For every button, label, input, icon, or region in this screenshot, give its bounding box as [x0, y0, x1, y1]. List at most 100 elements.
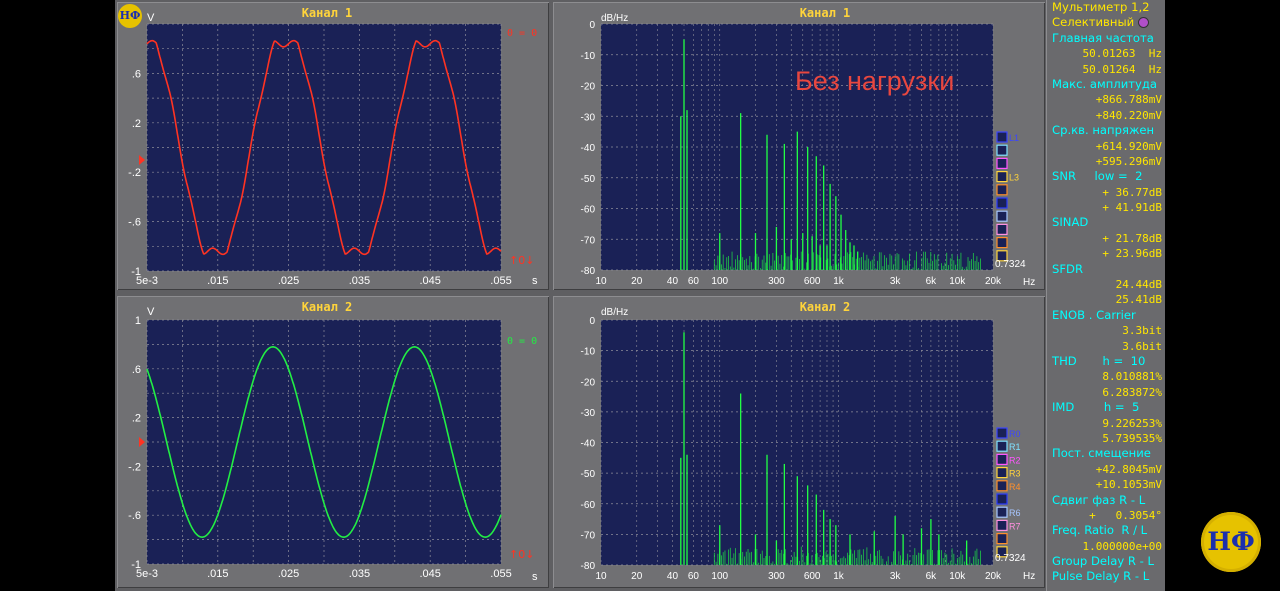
mode-selector[interactable]: Селективный — [1046, 15, 1165, 30]
x-ticks: 10 20 40 60 100 300 600 1k 3k 6k 10k 20k — [595, 276, 1002, 287]
legend-checkbox[interactable] — [996, 493, 1008, 505]
y-tick-label: 0 — [589, 20, 595, 31]
measurement-value: +42.8045mV — [1095, 462, 1162, 476]
legend-checkbox[interactable] — [996, 506, 1008, 518]
measurement-value: + 36.77dB — [1102, 185, 1162, 199]
measurement-label: Пост. смещение — [1052, 446, 1151, 461]
multimeter-panel: Мультиметр 1,2 Селективный Главная часто… — [1046, 0, 1165, 591]
y-tick-label: -50 — [581, 469, 596, 480]
x-tick-label: 60 — [688, 571, 700, 582]
x-tick-label: .015 — [207, 275, 228, 287]
y-tick-label: -1 — [131, 266, 141, 278]
x-tick-label: 20 — [631, 571, 643, 582]
measurement-label: Freq. Ratio R / L — [1052, 523, 1148, 538]
legend-checkbox[interactable] — [996, 480, 1008, 492]
measurement-label: Макс. амплитуда — [1052, 76, 1157, 91]
x-ticks: 5e-3 .015 .025 .035 .045 .055 — [136, 568, 512, 580]
x-tick-label: .045 — [419, 275, 440, 287]
x-tick-label: 100 — [711, 571, 728, 582]
x-tick-label: 100 — [711, 276, 728, 287]
legend-checkbox[interactable] — [996, 440, 1008, 452]
legend-checkbox[interactable] — [996, 453, 1008, 465]
x-tick-label: 60 — [688, 276, 700, 287]
grid — [600, 23, 994, 271]
y-tick-label: -40 — [581, 439, 596, 450]
y-tick-label: -40 — [581, 143, 596, 154]
measurement-value: +840.220mV — [1095, 108, 1162, 122]
y-tick-label: 1 — [135, 315, 141, 327]
legend-label: L3 — [1009, 173, 1019, 183]
measurement-value: +866.788mV — [1095, 93, 1162, 107]
x-tick-label: 6k — [926, 276, 938, 287]
legend-checkbox[interactable] — [996, 250, 1008, 262]
measurement-value: +595.296mV — [1095, 154, 1162, 168]
y-tick-label: -30 — [581, 112, 596, 123]
trigger-marker[interactable]: ↑0↓ — [509, 254, 534, 267]
x-tick-label: 300 — [768, 276, 785, 287]
legend-checkbox[interactable] — [996, 144, 1008, 156]
legend-checkbox[interactable] — [996, 467, 1008, 479]
zero-level-marker[interactable] — [139, 155, 145, 165]
measurement-value: 3.3bit — [1122, 324, 1162, 338]
spectrum-lines — [680, 39, 981, 270]
zero-level-marker[interactable] — [139, 437, 145, 447]
legend-checkbox[interactable] — [996, 427, 1008, 439]
mode-label: Селективный — [1052, 15, 1135, 30]
y-tick-label: -20 — [581, 82, 596, 93]
x-tick-label: 20k — [985, 571, 1002, 582]
legend-label: R0 — [1009, 429, 1021, 439]
legend-checkbox[interactable] — [996, 197, 1008, 209]
legend-checkbox[interactable] — [996, 184, 1008, 196]
legend-checkbox[interactable] — [996, 131, 1008, 143]
trigger-marker[interactable]: ↑0↓ — [509, 548, 534, 561]
measurement-value: 3.6bit — [1122, 339, 1162, 353]
legend-checkbox[interactable] — [996, 223, 1008, 235]
legend-checkbox[interactable] — [996, 157, 1008, 169]
y-tick-label: -70 — [581, 235, 596, 246]
x-tick-label: 40 — [667, 276, 679, 287]
y-tick-label: 0 — [589, 316, 595, 327]
y-tick-label: -10 — [581, 347, 596, 358]
legend-checkbox[interactable] — [996, 519, 1008, 531]
y-tick-label: -70 — [581, 530, 596, 541]
x-tick-label: 300 — [768, 571, 785, 582]
x-tick-label: 40 — [667, 571, 679, 582]
legend-checkbox[interactable] — [996, 210, 1008, 222]
multimeter-title: Мультиметр 1,2 — [1046, 0, 1165, 15]
legend-checkbox[interactable] — [996, 237, 1008, 249]
x-tick-label: 1k — [833, 571, 845, 582]
measurement-label: Главная частота — [1052, 30, 1154, 45]
y-tick-label: .6 — [132, 364, 141, 376]
panel-title: Канал 2 — [302, 300, 353, 314]
panel-title: Канал 1 — [302, 6, 353, 20]
legend-checkbox[interactable] — [996, 546, 1008, 558]
legend-checkbox[interactable] — [996, 171, 1008, 183]
measurement-value: 5.739535% — [1102, 431, 1162, 445]
legend-checkbox[interactable] — [996, 533, 1008, 545]
legend: R0 R1 R2 R3 R4 R6 R7 — [996, 427, 1021, 558]
offset-readout: 0 = 0 — [507, 336, 537, 347]
x-tick-label: .045 — [419, 568, 440, 580]
measurement-value: +614.920mV — [1095, 139, 1162, 153]
x-tick-label: 10 — [595, 276, 607, 287]
mode-radio-icon[interactable] — [1137, 17, 1149, 29]
legend-label: R6 — [1009, 508, 1021, 518]
unit-label: dB/Hz — [601, 13, 628, 24]
x-tick-label: 10 — [595, 571, 607, 582]
x-tick-label: 600 — [804, 571, 821, 582]
measurement-label: ENOB . Carrier — [1052, 307, 1136, 322]
x-tick-label: .055 — [490, 275, 511, 287]
waveform-line — [146, 39, 502, 256]
measurement-label: IMD h = 5 — [1052, 400, 1140, 415]
y-ticks: 0 -10 -20 -30 -40 -50 -60 -70 -80 — [581, 316, 596, 572]
measurement-value: + 0.3054° — [1089, 508, 1162, 522]
grid — [146, 23, 502, 272]
resolution-readout: 0.7324 — [995, 553, 1026, 564]
oscilloscope-chart-2: Канал 2 V -1 -.6 -.2 .2 .6 1 5e-3 .015 .025 .035… — [128, 300, 538, 583]
measurement-value: +10.1053mV — [1095, 478, 1162, 492]
y-tick-label: -80 — [581, 561, 596, 572]
measurement-value: 8.010881% — [1102, 370, 1162, 384]
x-tick-label: 20 — [631, 276, 643, 287]
legend-label: R2 — [1009, 455, 1021, 465]
measurement-value: 1.000000e+00 — [1082, 539, 1162, 553]
